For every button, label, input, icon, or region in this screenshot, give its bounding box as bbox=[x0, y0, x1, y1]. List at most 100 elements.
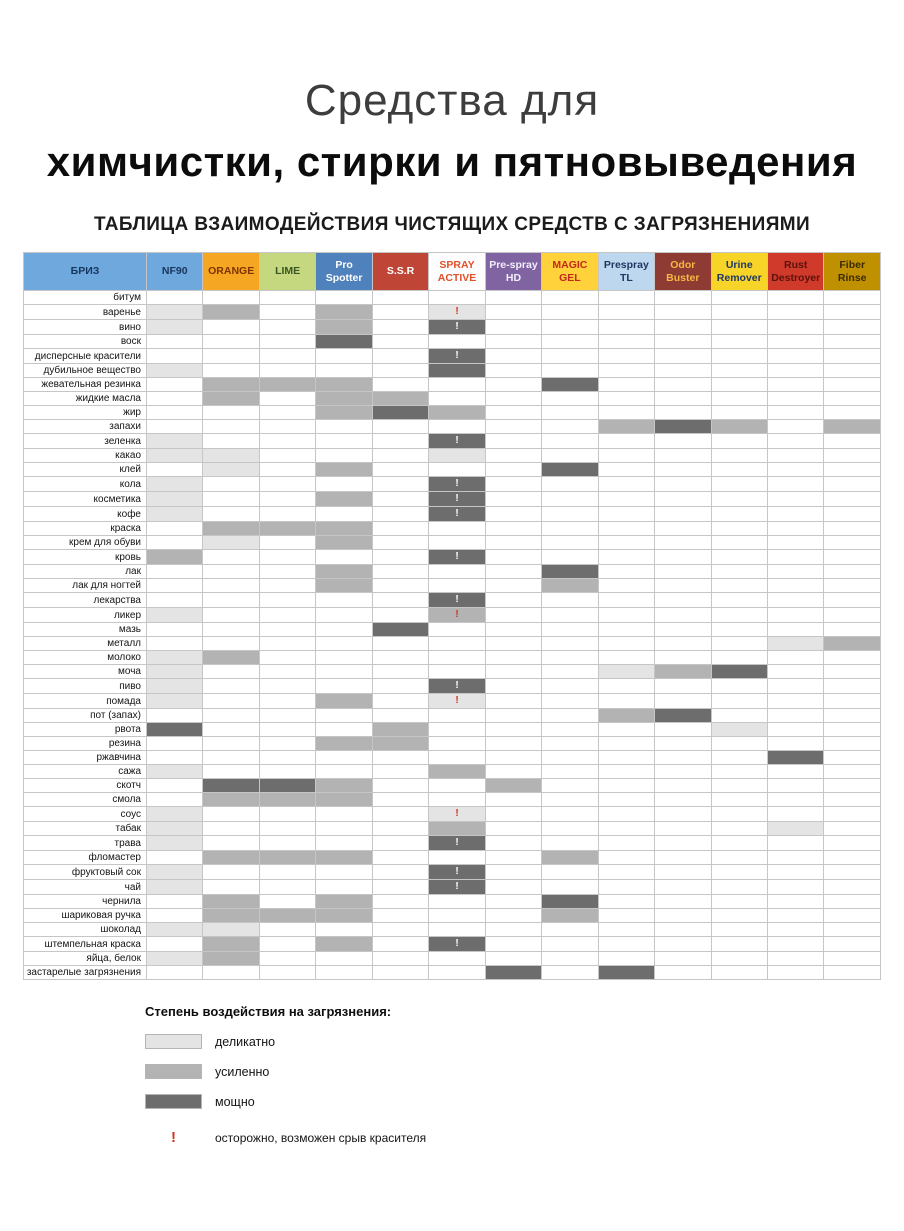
row-label: застарелые загрязнения bbox=[23, 965, 147, 980]
matrix-cell bbox=[710, 334, 768, 349]
matrix-cell bbox=[823, 764, 881, 779]
matrix-cell bbox=[428, 578, 486, 593]
matrix-cell bbox=[597, 622, 656, 637]
matrix-cell bbox=[654, 693, 712, 709]
matrix-cell bbox=[484, 564, 543, 579]
matrix-cell bbox=[371, 391, 430, 406]
matrix-cell bbox=[597, 363, 656, 378]
matrix-cell bbox=[541, 908, 599, 923]
matrix-cell bbox=[202, 708, 260, 723]
matrix-cell bbox=[766, 750, 825, 765]
matrix-cell bbox=[823, 650, 881, 665]
matrix-cell bbox=[371, 363, 430, 378]
matrix-cell bbox=[428, 750, 486, 765]
row-label: жир bbox=[23, 405, 147, 420]
matrix-cell bbox=[710, 290, 768, 305]
matrix-cell bbox=[484, 535, 543, 550]
matrix-cell bbox=[484, 806, 543, 822]
matrix-cell bbox=[202, 894, 260, 909]
matrix-cell bbox=[484, 348, 543, 364]
matrix-cell bbox=[371, 750, 430, 765]
column-header-product: NF90 bbox=[145, 252, 204, 291]
matrix-cell bbox=[654, 922, 712, 937]
matrix-cell bbox=[258, 764, 317, 779]
matrix-cell bbox=[654, 622, 712, 637]
matrix-cell bbox=[823, 750, 881, 765]
matrix-cell bbox=[315, 304, 373, 320]
matrix-cell bbox=[654, 319, 712, 335]
matrix-cell bbox=[145, 708, 204, 723]
matrix-cell bbox=[145, 521, 204, 536]
table-row: моча bbox=[23, 664, 881, 679]
matrix-cell bbox=[766, 835, 825, 851]
matrix-cell bbox=[371, 607, 430, 623]
matrix-cell bbox=[315, 821, 373, 836]
matrix-cell bbox=[315, 462, 373, 477]
matrix-cell bbox=[315, 664, 373, 679]
matrix-cell bbox=[428, 377, 486, 392]
matrix-cell bbox=[766, 348, 825, 364]
matrix-cell bbox=[541, 678, 599, 694]
matrix-cell: ! bbox=[428, 491, 486, 507]
matrix-cell bbox=[710, 448, 768, 463]
matrix-cell bbox=[710, 491, 768, 507]
matrix-cell bbox=[202, 363, 260, 378]
row-label: кровь bbox=[23, 549, 147, 565]
matrix-cell bbox=[371, 506, 430, 522]
warning-exclamation-icon: ! bbox=[171, 1129, 176, 1146]
matrix-cell bbox=[428, 535, 486, 550]
matrix-cell bbox=[823, 636, 881, 651]
table-subtitle: ТАБЛИЦА ВЗАИМОДЕЙСТВИЯ ЧИСТЯЩИХ СРЕДСТВ … bbox=[93, 214, 811, 235]
matrix-cell bbox=[541, 708, 599, 723]
matrix-cell bbox=[428, 850, 486, 865]
matrix-cell bbox=[766, 708, 825, 723]
matrix-cell bbox=[315, 693, 373, 709]
legend-swatch bbox=[145, 1034, 202, 1049]
matrix-cell bbox=[766, 564, 825, 579]
matrix-cell bbox=[541, 348, 599, 364]
table-row: фруктовый сок! bbox=[23, 864, 881, 880]
matrix-cell bbox=[710, 319, 768, 335]
table-row: мазь bbox=[23, 622, 881, 637]
matrix-cell: ! bbox=[428, 319, 486, 335]
matrix-cell bbox=[484, 835, 543, 851]
legend-item: деликатно bbox=[145, 1034, 904, 1049]
matrix-cell bbox=[428, 636, 486, 651]
matrix-cell bbox=[597, 491, 656, 507]
column-header-product: Pre-spray HD bbox=[484, 252, 543, 291]
matrix-cell bbox=[315, 419, 373, 434]
matrix-cell bbox=[823, 622, 881, 637]
matrix-cell bbox=[823, 792, 881, 807]
matrix-cell bbox=[315, 908, 373, 923]
matrix-cell bbox=[823, 319, 881, 335]
matrix-cell bbox=[428, 722, 486, 737]
matrix-cell: ! bbox=[428, 549, 486, 565]
matrix-cell bbox=[484, 491, 543, 507]
matrix-cell bbox=[654, 879, 712, 895]
matrix-cell bbox=[202, 835, 260, 851]
column-header-brand: БРИЗ bbox=[23, 252, 147, 291]
matrix-cell bbox=[597, 806, 656, 822]
matrix-cell bbox=[654, 578, 712, 593]
matrix-cell bbox=[145, 922, 204, 937]
matrix-cell bbox=[371, 334, 430, 349]
matrix-cell bbox=[710, 405, 768, 420]
row-label: рвота bbox=[23, 722, 147, 737]
matrix-cell bbox=[654, 821, 712, 836]
matrix-cell bbox=[371, 664, 430, 679]
matrix-cell bbox=[315, 363, 373, 378]
matrix-cell bbox=[145, 622, 204, 637]
matrix-cell bbox=[597, 908, 656, 923]
matrix-cell bbox=[654, 806, 712, 822]
matrix-cell bbox=[484, 664, 543, 679]
matrix-cell bbox=[823, 835, 881, 851]
matrix-cell bbox=[710, 535, 768, 550]
row-label: дисперсные красители bbox=[23, 348, 147, 364]
matrix-cell bbox=[145, 491, 204, 507]
matrix-cell bbox=[145, 592, 204, 608]
column-header-product: ORANGE bbox=[202, 252, 260, 291]
matrix-cell bbox=[541, 290, 599, 305]
matrix-cell bbox=[654, 535, 712, 550]
header-row: БРИЗ NF90 ORANGE LIME Pro Spotter S.S.R SPRAY … bbox=[23, 252, 881, 291]
matrix-cell bbox=[484, 693, 543, 709]
